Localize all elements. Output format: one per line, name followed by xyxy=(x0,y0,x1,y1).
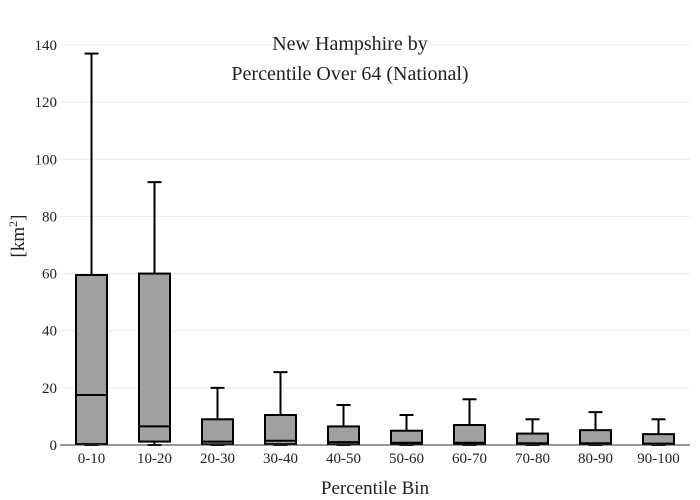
box-20-30 xyxy=(201,386,234,446)
y-tick-labels: 0 20 40 60 80 100 120 140 xyxy=(35,38,58,454)
box-iqr xyxy=(201,418,234,446)
x-axis-label: Percentile Bin xyxy=(321,478,430,499)
y-tick-label: 40 xyxy=(42,324,57,340)
box-iqr xyxy=(264,414,297,446)
box-iqr xyxy=(390,429,423,446)
x-tick-label: 30-40 xyxy=(263,451,298,467)
y-tick-label: 60 xyxy=(42,267,57,283)
y-axis-label-end: ] xyxy=(8,215,29,221)
y-tick-label: 20 xyxy=(42,381,57,397)
box-iqr xyxy=(138,272,171,443)
box-iqr xyxy=(453,424,486,446)
box-30-40 xyxy=(264,371,297,446)
box-60-70 xyxy=(453,398,486,446)
box-70-80 xyxy=(516,418,549,446)
x-tick-label: 0-10 xyxy=(78,451,106,467)
box-80-90 xyxy=(579,411,612,446)
box-50-60 xyxy=(390,414,423,446)
box-0-10 xyxy=(75,52,108,446)
y-tick-label: 140 xyxy=(35,38,58,54)
boxes xyxy=(75,52,675,446)
x-tick-label: 90-100 xyxy=(637,451,680,467)
y-axis-label-base: [km xyxy=(8,227,29,258)
box-10-20 xyxy=(138,181,171,446)
x-tick-label: 60-70 xyxy=(452,451,487,467)
box-40-50 xyxy=(327,404,360,446)
chart-title-line-1: New Hampshire by xyxy=(272,33,428,55)
x-tick-label: 70-80 xyxy=(515,451,550,467)
x-tick-label: 20-30 xyxy=(200,451,235,467)
box-iqr xyxy=(75,274,108,446)
x-tick-label: 10-20 xyxy=(137,451,172,467)
y-tick-label: 80 xyxy=(42,209,57,225)
box-iqr xyxy=(579,429,612,446)
y-axis-label-sup: 2 xyxy=(6,221,20,227)
y-tick-label: 0 xyxy=(50,438,58,454)
x-tick-labels: 0-10 10-20 20-30 30-40 40-50 50-60 60-70 70-80 8… xyxy=(78,451,680,467)
chart-title-line-2: Percentile Over 64 (National) xyxy=(231,63,468,85)
x-tick-label: 80-90 xyxy=(578,451,613,467)
box-90-100 xyxy=(642,418,675,446)
box-iqr xyxy=(516,432,549,446)
x-tick-label: 40-50 xyxy=(326,451,361,467)
y-axis-label: [km2] xyxy=(6,215,29,258)
y-tick-label: 120 xyxy=(35,95,58,111)
y-tick-label: 100 xyxy=(35,152,58,168)
box-iqr xyxy=(327,425,360,446)
x-tick-label: 50-60 xyxy=(389,451,424,467)
